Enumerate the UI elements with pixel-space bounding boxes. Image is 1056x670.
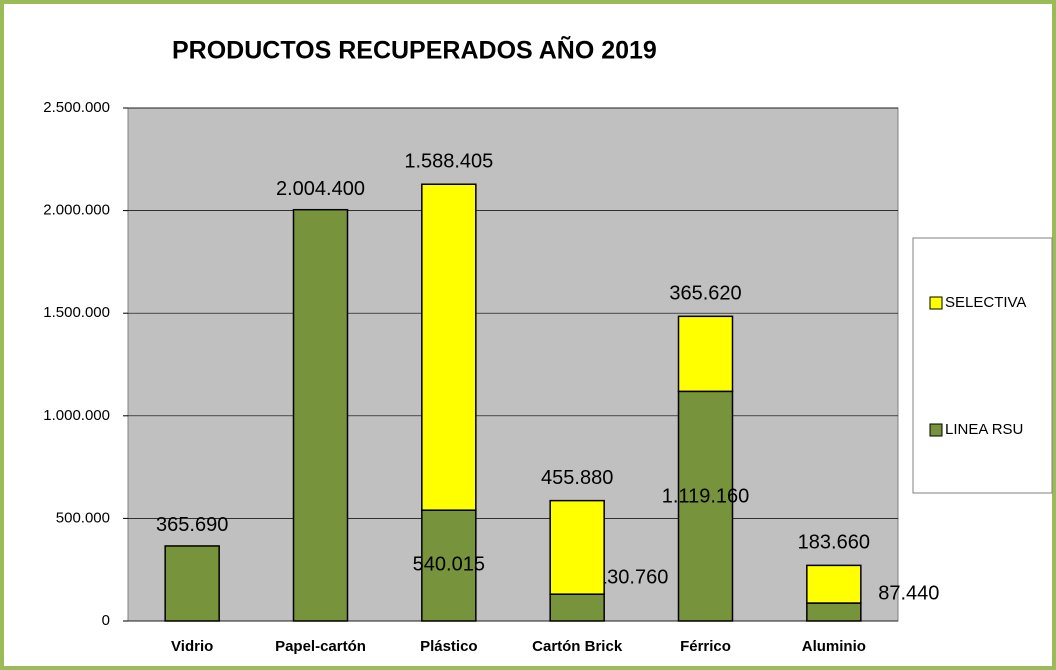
bar-segment (806, 564, 862, 604)
value-label: 1.119.160 (662, 485, 750, 507)
bar-segment (549, 499, 605, 595)
value-label: 2.004.400 (276, 178, 365, 200)
value-label: 455.880 (541, 467, 613, 489)
y-tick-label: 0 (102, 612, 110, 629)
y-tick-label: 2.000.000 (43, 202, 110, 219)
x-tick-label: Vidrio (171, 638, 213, 655)
value-label: 365.690 (156, 514, 228, 536)
value-label: 183.660 (798, 532, 870, 554)
value-label: 540.015 (413, 553, 485, 575)
value-label: 130.760 (596, 566, 668, 588)
legend-label: SELECTIVA (945, 294, 1026, 311)
y-tick-label: 2.500.000 (43, 99, 110, 116)
y-tick-label: 500.000 (56, 509, 110, 526)
x-tick-label: Aluminio (802, 638, 866, 655)
x-tick-label: Férrico (680, 638, 731, 655)
bar-segment (292, 208, 349, 622)
value-label: 87.440 (878, 582, 939, 604)
value-label: 1.588.405 (404, 151, 493, 173)
x-tick-label: Plástico (420, 638, 478, 655)
plot-area (127, 107, 899, 622)
x-tick-label: Papel-cartón (275, 638, 366, 655)
bar-segment (421, 183, 477, 511)
x-tick-label: Cartón Brick (532, 638, 623, 655)
legend-label: LINEA RSU (945, 421, 1023, 438)
chart-title: PRODUCTOS RECUPERADOS AÑO 2019 (172, 35, 657, 65)
y-tick-label: 1.000.000 (43, 407, 110, 424)
bar-segment (677, 315, 734, 393)
bar-segment (806, 602, 862, 622)
legend-swatch (929, 423, 943, 437)
legend (912, 237, 1053, 494)
bar-segment (549, 593, 605, 622)
value-label: 365.620 (669, 283, 741, 305)
y-tick-label: 1.500.000 (43, 304, 110, 321)
bar-segment (164, 545, 220, 622)
legend-swatch (929, 296, 943, 310)
